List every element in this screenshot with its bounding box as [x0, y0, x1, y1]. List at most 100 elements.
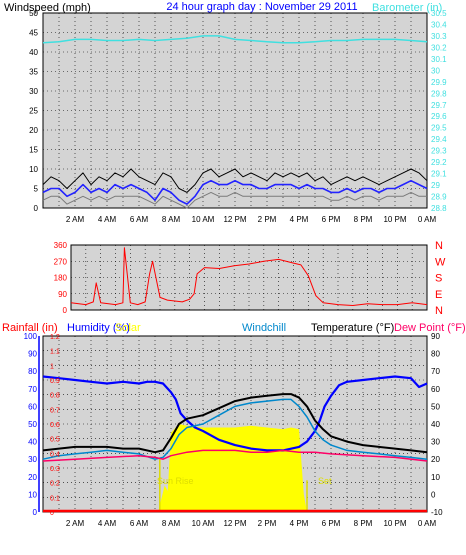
hour-tick-label: 2 AM	[66, 215, 85, 224]
humidity-tick-label: 20	[28, 473, 37, 482]
hour-tick-label: 4 AM	[98, 215, 117, 224]
barometer-tick-label: 30.5	[431, 9, 447, 18]
legend-temperature: Temperature (°F)	[311, 322, 394, 334]
hour-tick-label: 6 AM	[130, 519, 149, 528]
barometer-tick-label: 30.3	[431, 32, 447, 41]
windspeed-tick-label: 30	[29, 87, 38, 96]
hour-tick-label: 12 PM	[223, 215, 246, 224]
barometer-tick-label: 29.2	[431, 158, 447, 167]
wind_avg-line	[42, 179, 428, 205]
hour-tick-label: 6 PM	[322, 215, 341, 224]
direction-tick-label: 180	[54, 274, 68, 283]
rainfall-tick-label: 1.1	[50, 349, 60, 356]
legend-windchill: Windchill	[242, 322, 286, 334]
direction-line	[70, 247, 428, 306]
hour-tick-label: 8 PM	[354, 215, 373, 224]
barometer-axis-label: Barometer (in)	[372, 2, 442, 14]
barometer-line	[42, 35, 428, 44]
hour-tick-label: 4 PM	[290, 519, 309, 528]
windspeed-tick-label: 5	[34, 185, 39, 194]
humidity-tick-label: 50	[28, 420, 37, 429]
rainfall-tick-label: 0.7	[50, 407, 60, 414]
temperature-x-ticks: 2 AM 4 AM 6 AM 8 AM 10 AM 12 PM 2 PM 4 PM 6 PM 8 …	[66, 519, 437, 528]
windspeed-tick-label: 25	[29, 107, 38, 116]
rainfall-tick-label: 1	[50, 363, 54, 370]
barometer-tick-label: 30.1	[431, 55, 447, 64]
barometer-tick-label: 29.1	[431, 170, 447, 179]
barometer-tick-label: 29	[431, 181, 440, 190]
sunrise-label: Sun Rise	[157, 476, 194, 486]
hour-tick-label: 10 AM	[192, 215, 215, 224]
barometer-tick-label: 28.9	[431, 193, 447, 202]
direction-tick-label: 270	[54, 257, 68, 266]
temperature-tick-label: 10	[431, 473, 440, 482]
humidity-tick-label: 100	[24, 332, 38, 341]
compass-tick-label: E	[435, 289, 442, 301]
direction-series	[70, 247, 428, 306]
barometer-tick-label: 29.6	[431, 112, 447, 121]
humidity-tick-label: 40	[28, 438, 37, 447]
temperature-y-ticks: -10 0 10 20 30 40 50 60 70 80 90	[431, 332, 443, 517]
hour-tick-label: 6 AM	[130, 215, 149, 224]
direction-tick-label: 0	[63, 306, 68, 315]
hour-tick-label: 10 PM	[383, 519, 406, 528]
hour-tick-label: 10 AM	[192, 519, 215, 528]
rainfall-tick-label: 0.2	[50, 481, 60, 488]
wind_gust-line	[42, 191, 427, 209]
rainfall-tick-label: 0	[50, 510, 54, 517]
hour-tick-label: 2 AM	[66, 519, 85, 528]
barometer-tick-label: 28.8	[431, 204, 447, 213]
rainfall-axis-label: Rainfall (in)	[2, 322, 58, 334]
rainfall-tick-label: 0.4	[50, 451, 60, 458]
hour-tick-label: 12 PM	[223, 519, 246, 528]
temperature-tick-label: 40	[431, 420, 440, 429]
barometer-tick-label: 29.8	[431, 89, 447, 98]
direction-tick-label: 360	[54, 241, 68, 250]
hour-tick-label: 4 PM	[290, 215, 309, 224]
compass-tick-label: S	[435, 273, 442, 285]
windspeed-tick-label: 15	[29, 146, 38, 155]
compass-tick-label: N	[435, 240, 443, 252]
barometer-tick-label: 29.3	[431, 147, 447, 156]
temperature-tick-label: 60	[431, 385, 440, 394]
barometer-y-ticks: 28.8 28.9 29 29.1 29.2 29.3 29.4 29.5 29.6 29.7 29…	[431, 9, 447, 213]
sunset-label: Set	[318, 476, 332, 486]
hour-tick-label: 4 AM	[98, 519, 117, 528]
windspeed-tick-label: 50	[29, 9, 38, 18]
windchill-line	[42, 398, 428, 460]
rainfall-tick-label: 0.1	[50, 495, 60, 502]
compass-tick-label: W	[435, 256, 446, 268]
barometer-tick-label: 29.5	[431, 124, 447, 133]
wind-series	[42, 35, 428, 209]
temperature-line	[42, 393, 428, 454]
legend-solar: Solar	[115, 322, 141, 334]
barometer-tick-label: 29.4	[431, 135, 447, 144]
humidity-tick-label: 70	[28, 385, 37, 394]
temperature-tick-label: 80	[431, 350, 440, 359]
humidity-tick-label: 80	[28, 367, 37, 376]
windspeed-tick-label: 0	[34, 204, 39, 213]
temperature-tick-label: -10	[431, 508, 443, 517]
hour-tick-label: 6 PM	[322, 519, 341, 528]
windspeed-y-ticks: 0 5 10 15 20 25 30 35 40 45 50	[29, 9, 38, 213]
direction-y-ticks: 0 90 180 270 360	[54, 241, 68, 315]
barometer-tick-label: 30.4	[431, 20, 447, 29]
windspeed-tick-label: 35	[29, 68, 38, 77]
windspeed-tick-label: 45	[29, 29, 38, 38]
temperature-series	[42, 375, 428, 513]
solar-area	[158, 424, 307, 512]
wind-x-ticks: 2 AM 4 AM 6 AM 8 AM 10 AM 12 PM 2 PM 4 PM 6 PM 8 …	[66, 215, 437, 224]
humidity-tick-label: 0	[33, 508, 38, 517]
rainfall-y-ticks: 0 0.1 0.2 0.3 0.4 0.5 0.6 0.7 0.8 0.9 1 1.1 1.2	[50, 334, 60, 517]
hour-tick-label: 10 PM	[383, 215, 406, 224]
direction-tick-label: 90	[58, 290, 67, 299]
humidity-tick-label: 30	[28, 455, 37, 464]
windspeed-tick-label: 20	[29, 126, 38, 135]
barometer-tick-label: 30	[431, 66, 440, 75]
direction-plot-grid	[71, 245, 427, 310]
hour-tick-label: 2 PM	[258, 215, 277, 224]
windspeed-axis-label: Windspeed (mph)	[4, 2, 91, 14]
temperature-tick-label: 20	[431, 455, 440, 464]
graph-title: 24 hour graph day : November 29 2011	[166, 1, 357, 13]
